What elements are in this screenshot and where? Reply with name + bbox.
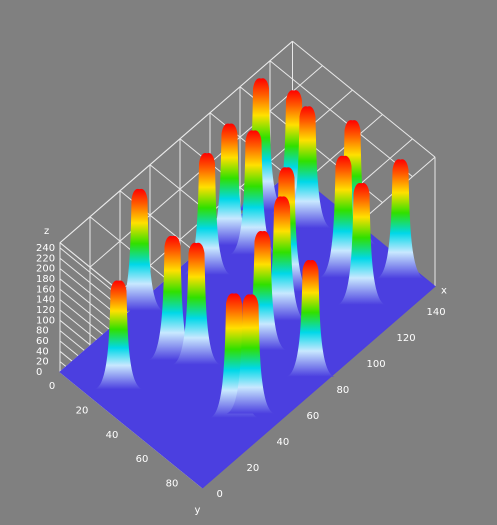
labels: 020406080100120140160180200220240z020406… (36, 226, 447, 516)
peak (226, 294, 275, 414)
z-tick-label: 20 (36, 357, 49, 368)
z-axis-label: z (44, 226, 49, 237)
x-axis-label: x (441, 285, 447, 296)
z-tick-label: 180 (36, 274, 55, 285)
y-tick-label: 20 (76, 405, 89, 416)
z-tick-label: 160 (36, 284, 55, 295)
peak (115, 188, 164, 311)
y-tick-label: 60 (136, 454, 149, 465)
x-tick-label: 40 (277, 437, 290, 448)
peak (376, 159, 425, 279)
z-tick-label: 40 (36, 346, 49, 357)
grid-line (269, 60, 413, 178)
z-tick-label: 140 (36, 295, 55, 306)
z-tick-label: 80 (36, 326, 49, 337)
x-tick-label: 0 (217, 489, 223, 500)
x-tick-label: 80 (337, 385, 350, 396)
peak (205, 123, 254, 246)
peak (286, 260, 335, 377)
z-tick-label: 200 (36, 264, 55, 275)
y-tick-label: 80 (166, 479, 179, 490)
z-tick-label: 240 (36, 243, 55, 254)
x-tick-label: 60 (307, 411, 320, 422)
y-tick-label: 40 (106, 430, 119, 441)
x-tick-label: 20 (247, 463, 260, 474)
peak (283, 106, 332, 229)
y-axis-label: y (195, 505, 201, 516)
z-tick-label: 60 (36, 336, 49, 347)
x-tick-label: 100 (367, 359, 386, 370)
box-edge (292, 40, 436, 158)
peak (172, 242, 221, 365)
z-tick-label: 0 (36, 367, 42, 378)
z-tick-label: 100 (36, 315, 55, 326)
z-tick-label: 120 (36, 305, 55, 316)
grid-line (59, 40, 293, 244)
z-tick-label: 220 (36, 253, 55, 264)
peak (148, 235, 197, 361)
peaks (94, 78, 425, 418)
y-tick-label: 0 (49, 381, 55, 392)
x-tick-label: 140 (427, 307, 446, 318)
x-tick-label: 120 (397, 333, 416, 344)
peak (337, 182, 386, 305)
peak (229, 130, 278, 255)
peak (94, 280, 143, 390)
